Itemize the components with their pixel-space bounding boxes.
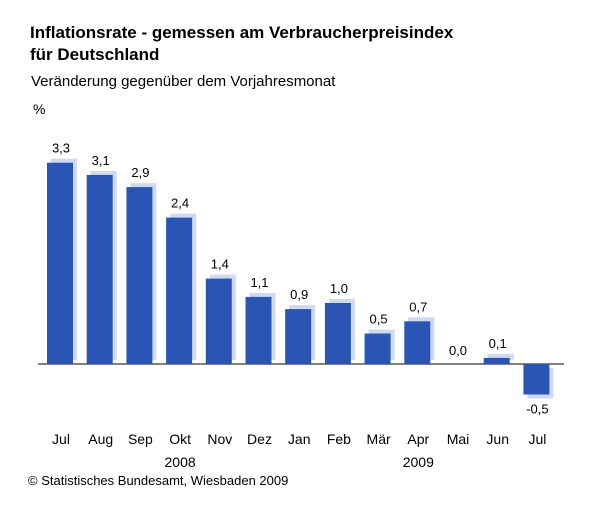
bar-shadow [487,353,514,360]
value-label: 2,9 [131,165,149,180]
x-tick-label: Mär [367,431,391,447]
value-label: 3,1 [92,153,110,168]
x-tick-label: Jul [528,431,546,447]
chart-title: Inflationsrate - gemessen am Verbraucher… [30,22,570,66]
x-tick-label: Jun [486,431,509,447]
year-label-2008: 2008 [165,454,196,470]
bar-aug-1 [86,174,113,364]
bar-jan-6 [285,309,312,364]
value-label: 2,4 [171,196,189,211]
bar-nov-4 [205,278,232,364]
value-label: 1,0 [330,281,348,296]
value-label: -0,5 [526,402,548,417]
chart-title-line2: für Deutschland [30,45,160,64]
value-label: 1,4 [211,257,229,272]
x-tick-label: Feb [327,431,351,447]
x-tick-label: Apr [407,431,429,447]
chart-subtitle: Veränderung gegenüber dem Vorjahresmonat [31,73,336,90]
x-tick-label: Mai [447,431,470,447]
x-tick-label: Jan [288,431,311,447]
value-label: 0,9 [290,287,308,302]
chart-title-line1: Inflationsrate - gemessen am Verbraucher… [30,23,454,42]
value-label: 0,1 [489,336,507,351]
source-note: © Statistisches Bundesamt, Wiesbaden 200… [28,473,289,488]
bar-apr-9 [404,321,431,364]
bar-feb-7 [324,303,351,364]
x-tick-label: Aug [88,431,113,447]
value-label: 0,5 [370,312,388,327]
x-tick-label: Dez [247,431,272,447]
x-tick-label: Nov [207,431,232,447]
x-tick-label: Okt [169,431,191,447]
value-label: 3,3 [52,141,70,156]
bar-jul-12 [523,364,550,395]
value-label: 1,1 [250,275,268,290]
x-tick-label: Jul [52,431,70,447]
bar-jul-0 [47,162,73,364]
bar-mär-8 [364,333,391,364]
bar-jun-11 [483,357,510,364]
value-label: 0,7 [409,299,427,314]
year-label-2009: 2009 [403,454,434,470]
bar-dez-5 [245,296,272,364]
x-tick-label: Sep [128,431,153,447]
bar-okt-3 [166,217,193,364]
bar-sep-2 [126,187,153,364]
y-unit-label: % [33,101,46,117]
value-label: 0,0 [449,343,467,358]
